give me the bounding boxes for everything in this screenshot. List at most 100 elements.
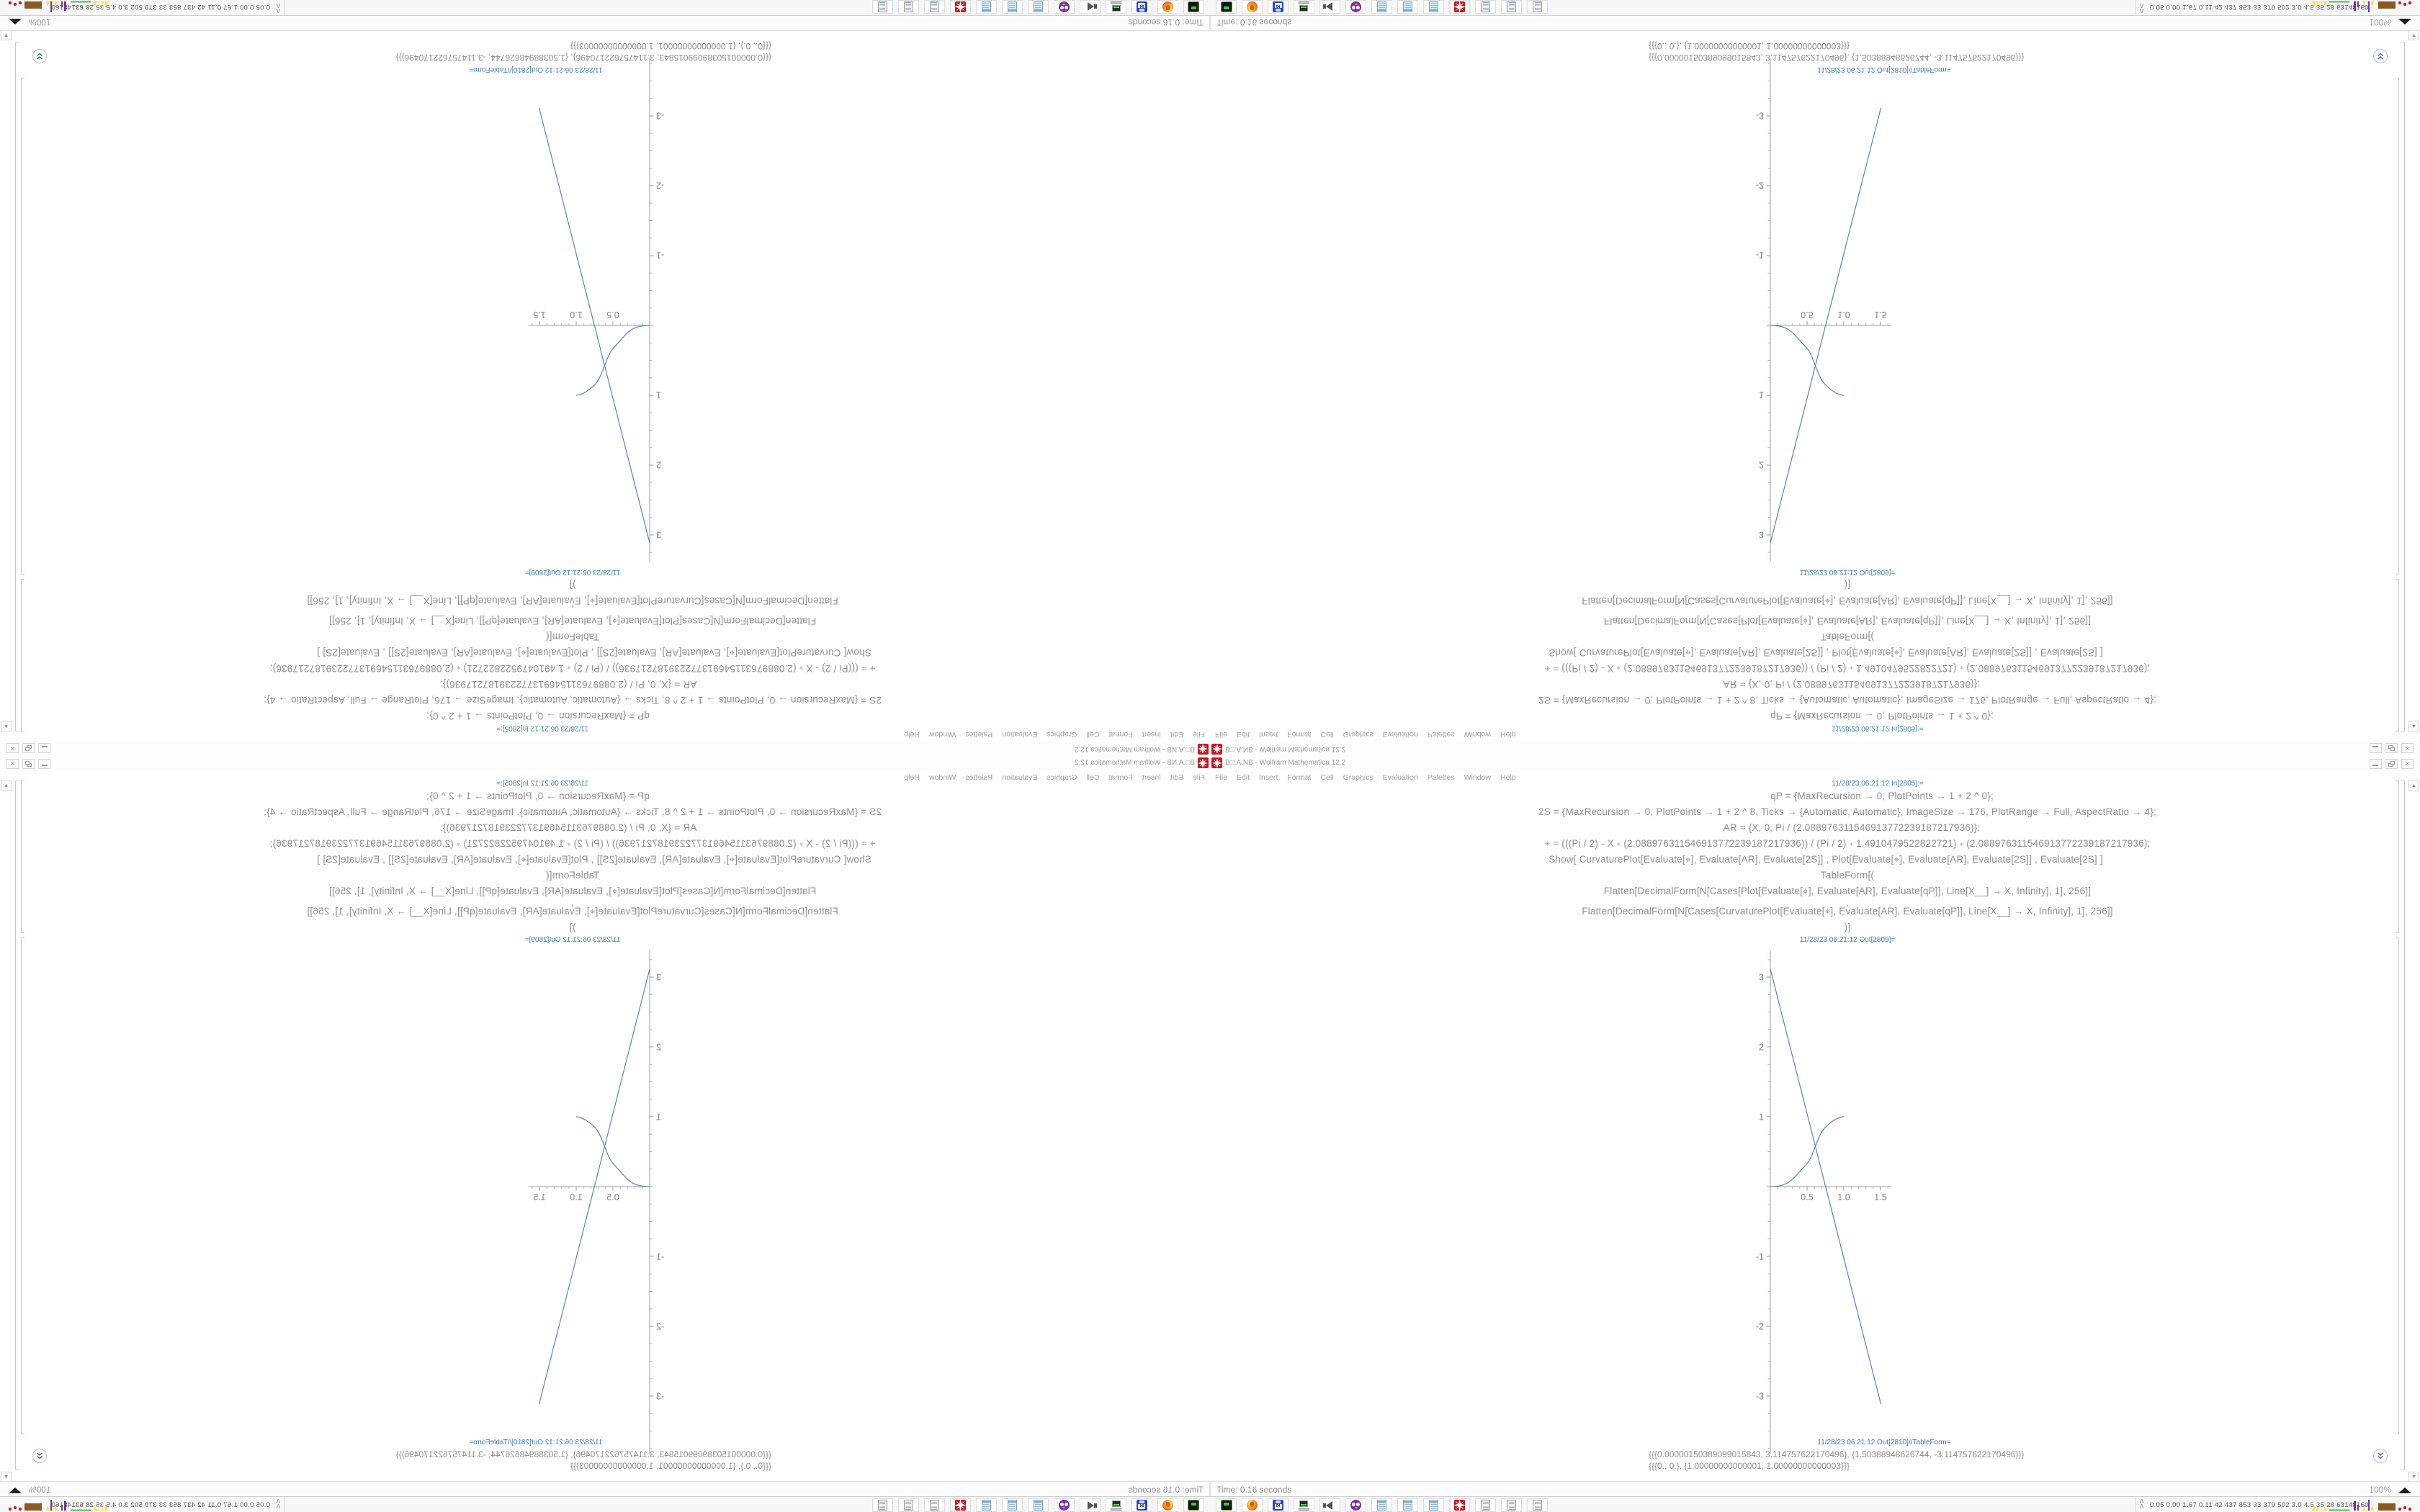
taskbar-notepad-icon[interactable] (1423, 1498, 1444, 1512)
menu-file[interactable]: File (1193, 730, 1205, 739)
scrollbar-up-button[interactable]: ▲ (1, 780, 12, 791)
restore-button[interactable] (2385, 759, 2398, 769)
scroll-to-end-button[interactable] (2373, 49, 2388, 63)
taskbar-notepad-icon[interactable] (976, 1498, 997, 1512)
menu-format[interactable]: Format (1108, 730, 1133, 739)
close-button[interactable]: × (2401, 759, 2414, 769)
minimize-button[interactable] (2370, 743, 2382, 753)
code-line[interactable]: 2S = {MaxRecursion → 0, PlotPoints → 1 +… (263, 695, 882, 706)
magnification-control[interactable]: 100% (29, 1485, 51, 1495)
scroll-to-end-button[interactable] (2373, 1449, 2388, 1463)
scrollbar-down-button[interactable]: ▼ (1, 30, 12, 40)
code-line[interactable]: Flatten[DecimalForm[N[Cases[Plot[Evaluat… (328, 886, 817, 896)
output-line[interactable]: {{{0., 0.}, {1.00000000000001, 1.0000000… (570, 1461, 771, 1471)
cell-bracket-input[interactable] (21, 579, 24, 732)
code-line[interactable]: ⌖ = (((Pi / 2) - X ∗ (2.0889763115469137… (1544, 838, 2151, 849)
resize-grip-icon[interactable] (2398, 19, 2411, 24)
code-line[interactable]: Flatten[DecimalForm[N[Cases[CurvaturePlo… (307, 906, 838, 917)
menu-palettes[interactable]: Palettes (965, 730, 993, 739)
menu-evaluation[interactable]: Evaluation (1382, 773, 1418, 782)
code-line[interactable]: ⌖ = (((Pi / 2) - X ∗ (2.0889763115469137… (1544, 663, 2151, 674)
code-line[interactable]: , (571, 897, 574, 908)
taskbar-terminal-icon[interactable] (1183, 1498, 1204, 1512)
code-line[interactable]: )] (569, 922, 576, 932)
code-line[interactable]: qP = {MaxRecursion → 0, PlotPoints → 1 +… (426, 711, 650, 721)
taskbar-mathematica-icon[interactable] (1449, 0, 1470, 14)
taskbar-calculator-icon[interactable] (898, 0, 919, 14)
taskbar-calculator-icon[interactable] (898, 1498, 919, 1512)
minimize-button[interactable] (38, 759, 50, 769)
cell-bracket-output-group[interactable] (2396, 937, 2399, 1434)
taskbar-floppy-64-icon[interactable]: 64 (1131, 1498, 1152, 1512)
taskbar-notepad-icon[interactable] (1028, 1498, 1049, 1512)
code-line[interactable]: 2S = {MaxRecursion → 0, PlotPoints → 1 +… (1538, 695, 2157, 706)
cell-bracket-outer[interactable] (2401, 42, 2405, 732)
resize-grip-icon[interactable] (2398, 1488, 2411, 1493)
window-titlebar[interactable]: B□.A.NB - Wolfram Mathematica 12.2 × (1210, 742, 2420, 756)
cell-bracket-input[interactable] (2396, 579, 2399, 732)
taskbar-owl-browser-icon[interactable] (1345, 0, 1366, 14)
code-line[interactable]: ⌖ = (((Pi / 2) - X ∗ (2.0889763115469137… (269, 838, 876, 849)
taskbar-calculator-icon[interactable] (1501, 1498, 1522, 1512)
menu-help[interactable]: Help (904, 730, 920, 739)
taskbar-monitor-icon[interactable] (1106, 1498, 1126, 1512)
code-line[interactable]: , (1846, 604, 1849, 615)
code-line[interactable]: )] (1844, 922, 1851, 932)
menu-graphics[interactable]: Graphics (1047, 730, 1077, 739)
code-line[interactable]: ⌖ = (((Pi / 2) - X ∗ (2.0889763115469137… (269, 663, 876, 674)
menu-format[interactable]: Format (1108, 773, 1133, 782)
taskbar-notepad-icon[interactable] (1002, 0, 1023, 14)
menu-palettes[interactable]: Palettes (1427, 730, 1455, 739)
cell-bracket-output-group[interactable] (21, 937, 24, 1434)
menu-cell[interactable]: Cell (1086, 730, 1100, 739)
code-line[interactable]: AR = {X, 0, Pi / (2.08897631154691377223… (1723, 822, 1981, 833)
menu-insert[interactable]: Insert (1259, 773, 1278, 782)
menu-file[interactable]: File (1215, 773, 1227, 782)
code-line[interactable]: AR = {X, 0, Pi / (2.08897631154691377223… (439, 679, 697, 690)
taskbar-owl-browser-icon[interactable] (1054, 1498, 1075, 1512)
taskbar-mathematica-icon[interactable] (950, 0, 971, 14)
output-line[interactable]: {{{0., 0.}, {1.00000000000001, 1.0000000… (1649, 41, 1850, 51)
taskbar-calculator-icon[interactable] (1501, 0, 1522, 14)
taskbar-floppy-64-icon[interactable]: 64 (1268, 1498, 1289, 1512)
menu-window[interactable]: Window (1464, 730, 1492, 739)
code-line[interactable]: TableForm[( (545, 870, 600, 881)
taskbar-floppy-64-icon[interactable]: 64 (1131, 0, 1152, 14)
menu-insert[interactable]: Insert (1142, 773, 1161, 782)
cell-bracket-input[interactable] (21, 780, 24, 933)
taskbar-notepad-icon[interactable] (1397, 0, 1418, 14)
code-line[interactable]: TableForm[( (1820, 631, 1875, 642)
taskbar-speaker-icon[interactable] (1319, 0, 1340, 14)
restore-button[interactable] (22, 759, 35, 769)
taskbar-calculator-icon[interactable] (924, 0, 945, 14)
taskbar-speaker-icon[interactable] (1080, 1498, 1101, 1512)
restore-button[interactable] (22, 743, 35, 753)
menu-insert[interactable]: Insert (1142, 730, 1161, 739)
taskbar-notepad-icon[interactable] (1371, 0, 1392, 14)
code-line[interactable]: Flatten[DecimalForm[N[Cases[Plot[Evaluat… (1603, 886, 2092, 896)
taskbar-mathematica-icon[interactable] (950, 1498, 971, 1512)
close-button[interactable]: × (2401, 743, 2414, 753)
taskbar-monitor-icon[interactable] (1294, 1498, 1314, 1512)
magnification-control[interactable]: 100% (2369, 1485, 2391, 1495)
minimize-button[interactable] (2370, 759, 2382, 769)
code-line[interactable]: Flatten[DecimalForm[N[Cases[CurvaturePlo… (1582, 906, 2113, 917)
menu-cell[interactable]: Cell (1320, 773, 1334, 782)
code-line[interactable]: 2S = {MaxRecursion → 0, PlotPoints → 1 +… (1538, 806, 2157, 817)
menu-cell[interactable]: Cell (1086, 773, 1100, 782)
code-line[interactable]: qP = {MaxRecursion → 0, PlotPoints → 1 +… (1770, 711, 1994, 721)
taskbar-firefox-icon[interactable] (1157, 0, 1178, 14)
menu-help[interactable]: Help (1500, 730, 1516, 739)
menu-window[interactable]: Window (928, 773, 956, 782)
menu-window[interactable]: Window (1464, 773, 1492, 782)
output-line[interactable]: {{{0., 0.}, {1.00000000000001, 1.0000000… (570, 41, 771, 51)
code-line[interactable]: )] (569, 580, 576, 590)
code-line[interactable]: AR = {X, 0, Pi / (2.08897631154691377223… (439, 822, 697, 833)
taskbar-notepad-icon[interactable] (1002, 1498, 1023, 1512)
window-titlebar[interactable]: B□.A.NB - Wolfram Mathematica 12.2 × (0, 756, 1210, 770)
menu-format[interactable]: Format (1287, 730, 1312, 739)
code-line[interactable]: , (1846, 897, 1849, 908)
code-line[interactable]: Show[ CurvaturePlot[Evaluate[⌖], Evaluat… (317, 647, 871, 658)
